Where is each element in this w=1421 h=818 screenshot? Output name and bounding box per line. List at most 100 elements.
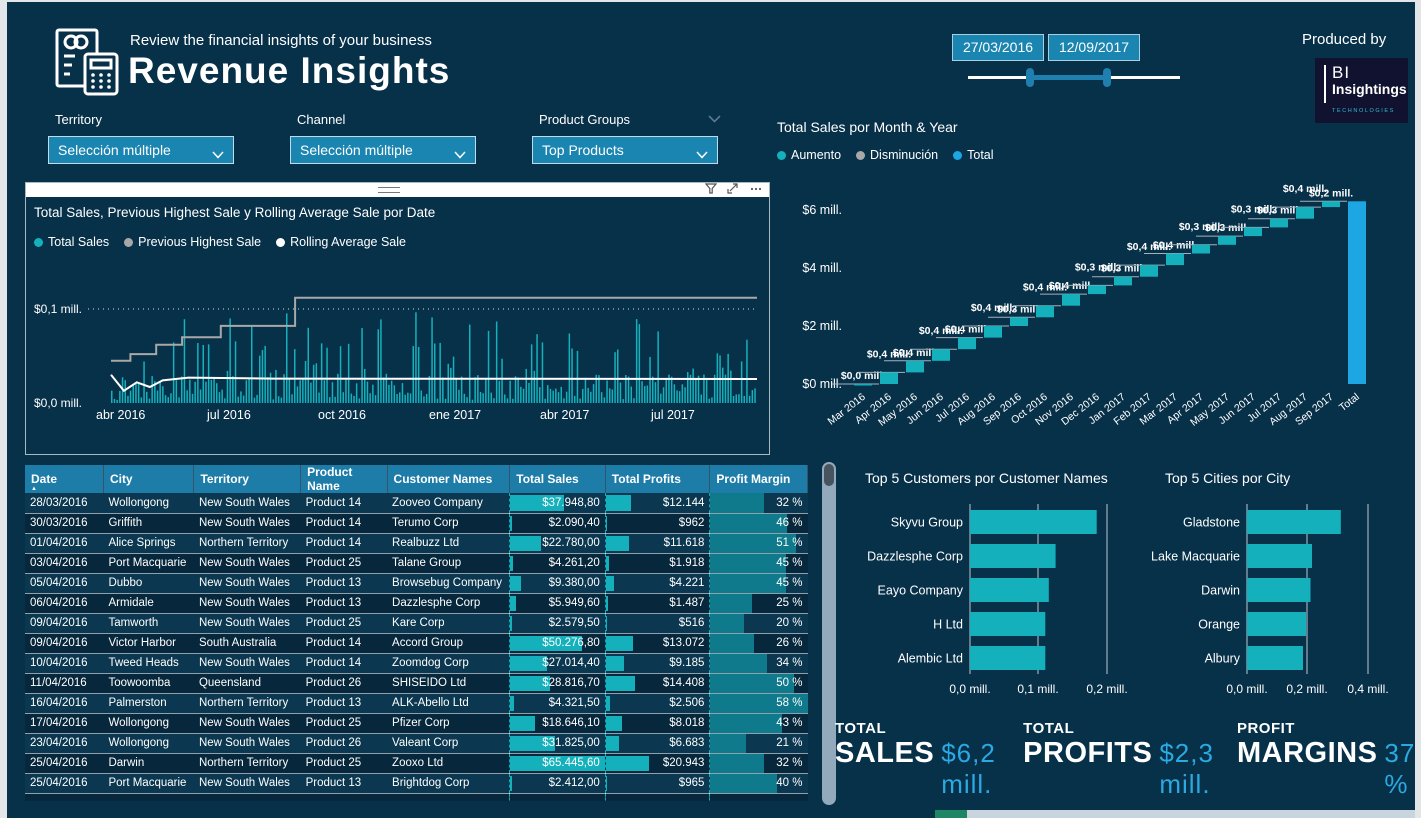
sales-bar[interactable] — [614, 352, 616, 403]
sales-bar[interactable] — [474, 377, 476, 403]
sales-bar[interactable] — [517, 377, 519, 404]
table-row[interactable]: 30/03/2016 Griffith New South Wales Product… — [25, 513, 808, 533]
waterfall-bar[interactable] — [1166, 253, 1184, 266]
sales-bar[interactable] — [708, 398, 711, 403]
table-cell[interactable]: Northern Territory — [193, 533, 301, 553]
table-cell[interactable]: 10/04/2016 — [25, 653, 104, 673]
sales-bar[interactable] — [590, 391, 592, 403]
sales-bar[interactable] — [132, 384, 135, 403]
table-cell[interactable]: 03/04/2016 — [25, 553, 104, 573]
table-cell[interactable]: New South Wales — [193, 513, 301, 533]
sales-bar[interactable] — [592, 384, 595, 403]
waterfall-bar[interactable] — [1088, 285, 1106, 295]
sales-bar[interactable] — [417, 347, 420, 403]
sales-bar[interactable] — [342, 392, 345, 403]
sales-bar[interactable] — [294, 349, 296, 403]
sales-bar[interactable] — [482, 393, 484, 403]
sales-bar[interactable] — [504, 394, 506, 404]
sales-bar[interactable] — [191, 393, 194, 403]
sales-bar[interactable] — [361, 328, 363, 403]
sales-bar[interactable] — [544, 398, 546, 403]
sales-bar[interactable] — [216, 383, 218, 403]
sales-bar[interactable] — [186, 390, 188, 403]
sales-bar[interactable] — [514, 376, 517, 403]
sales-bar[interactable] — [329, 397, 331, 403]
sales-bar[interactable] — [210, 379, 213, 403]
table-cell[interactable]: 17/04/2016 — [25, 713, 104, 733]
sales-bar[interactable] — [232, 376, 234, 403]
filter-dropdown-product-groups[interactable]: Top Products — [532, 136, 718, 164]
sales-bar[interactable] — [423, 396, 425, 403]
sales-bar[interactable] — [703, 374, 705, 403]
top-cities-chart[interactable]: Gladstone Lake Macquarie Darwin Orange Albur… — [1143, 462, 1421, 714]
waterfall-bar[interactable] — [880, 372, 898, 384]
table-cell[interactable]: Tweed Heads — [103, 653, 194, 673]
table-cell[interactable]: 51 % — [709, 533, 808, 553]
table-cell[interactable]: Product 25 — [300, 613, 388, 633]
table-cell[interactable]: 20 % — [709, 613, 808, 633]
sales-bar[interactable] — [299, 380, 301, 403]
sales-bar[interactable] — [113, 398, 116, 403]
waterfall-bar[interactable] — [932, 349, 950, 361]
waterfall-bar[interactable] — [1322, 201, 1340, 208]
sales-bar[interactable] — [635, 319, 638, 403]
sales-bar[interactable] — [444, 398, 447, 403]
sales-bar[interactable] — [415, 312, 417, 403]
sales-bar[interactable] — [684, 387, 686, 403]
sales-bar[interactable] — [700, 394, 703, 404]
sales-bar[interactable] — [520, 386, 522, 403]
table-cell[interactable]: Palmerston — [103, 693, 194, 713]
table-cell[interactable]: Zooxo Ltd — [387, 753, 510, 773]
table-cell[interactable]: 32 % — [709, 753, 808, 773]
table-cell[interactable]: Queensland — [193, 673, 301, 693]
table-cell[interactable]: Zooveo Company — [387, 493, 510, 513]
sales-bar[interactable] — [724, 374, 727, 403]
sales-bar[interactable] — [447, 363, 450, 403]
sales-bar[interactable] — [738, 394, 740, 403]
table-cell[interactable]: $9.185 — [604, 653, 711, 673]
table-cell[interactable]: Victor Harbor — [103, 633, 194, 653]
sales-bar[interactable] — [652, 376, 654, 403]
sales-bar[interactable] — [218, 392, 221, 403]
sales-bar[interactable] — [199, 389, 202, 404]
sales-bar[interactable] — [633, 398, 635, 403]
table-cell[interactable]: New South Wales — [193, 613, 301, 633]
sales-bar[interactable] — [261, 350, 264, 403]
waterfall-bar[interactable] — [1296, 207, 1314, 219]
sales-bar[interactable] — [264, 345, 266, 403]
table-cell[interactable]: Terumo Corp — [387, 513, 510, 533]
table-cell[interactable]: Browsebug Company — [387, 573, 510, 593]
table-cell[interactable]: 23/04/2016 — [25, 733, 104, 753]
sales-bar[interactable] — [207, 344, 210, 403]
table-cell[interactable]: 06/04/2016 — [25, 593, 104, 613]
sales-bar[interactable] — [442, 377, 444, 403]
table-row[interactable]: 09/04/2016 Victor Harbor South Australia Pr… — [25, 633, 808, 653]
sales-bar[interactable] — [256, 394, 258, 403]
sales-bar[interactable] — [178, 397, 180, 403]
sales-bar[interactable] — [221, 389, 223, 403]
sales-bar[interactable] — [509, 380, 511, 403]
sales-bar[interactable] — [490, 392, 493, 403]
sales-bar[interactable] — [170, 393, 172, 403]
sales-bar[interactable] — [269, 372, 272, 403]
table-row[interactable]: 28/03/2016 Wollongong New South Wales Produ… — [25, 493, 808, 513]
table-row[interactable]: 25/04/2016 Port Macquarie New South Wales P… — [25, 773, 808, 793]
table-cell[interactable]: 28/03/2016 — [25, 493, 104, 513]
sales-bar[interactable] — [455, 379, 458, 403]
sales-bar[interactable] — [291, 394, 293, 403]
sales-bar[interactable] — [382, 377, 385, 403]
sales-bar[interactable] — [307, 327, 310, 403]
waterfall-bar[interactable] — [1218, 236, 1236, 245]
table-cell[interactable]: 21 % — [709, 733, 808, 753]
sales-bar[interactable] — [619, 382, 622, 404]
table-cell[interactable]: New South Wales — [193, 713, 301, 733]
sales-bar[interactable] — [385, 373, 388, 403]
top5-bar[interactable] — [970, 646, 1046, 670]
waterfall-bar[interactable] — [1244, 227, 1262, 237]
sales-bar[interactable] — [146, 391, 148, 403]
sales-bar[interactable] — [339, 346, 342, 403]
table-cell[interactable]: $22.780,00 — [509, 533, 606, 553]
table-cell[interactable]: 46 % — [709, 513, 808, 533]
sales-bar[interactable] — [600, 392, 603, 403]
sales-bar[interactable] — [393, 385, 396, 403]
